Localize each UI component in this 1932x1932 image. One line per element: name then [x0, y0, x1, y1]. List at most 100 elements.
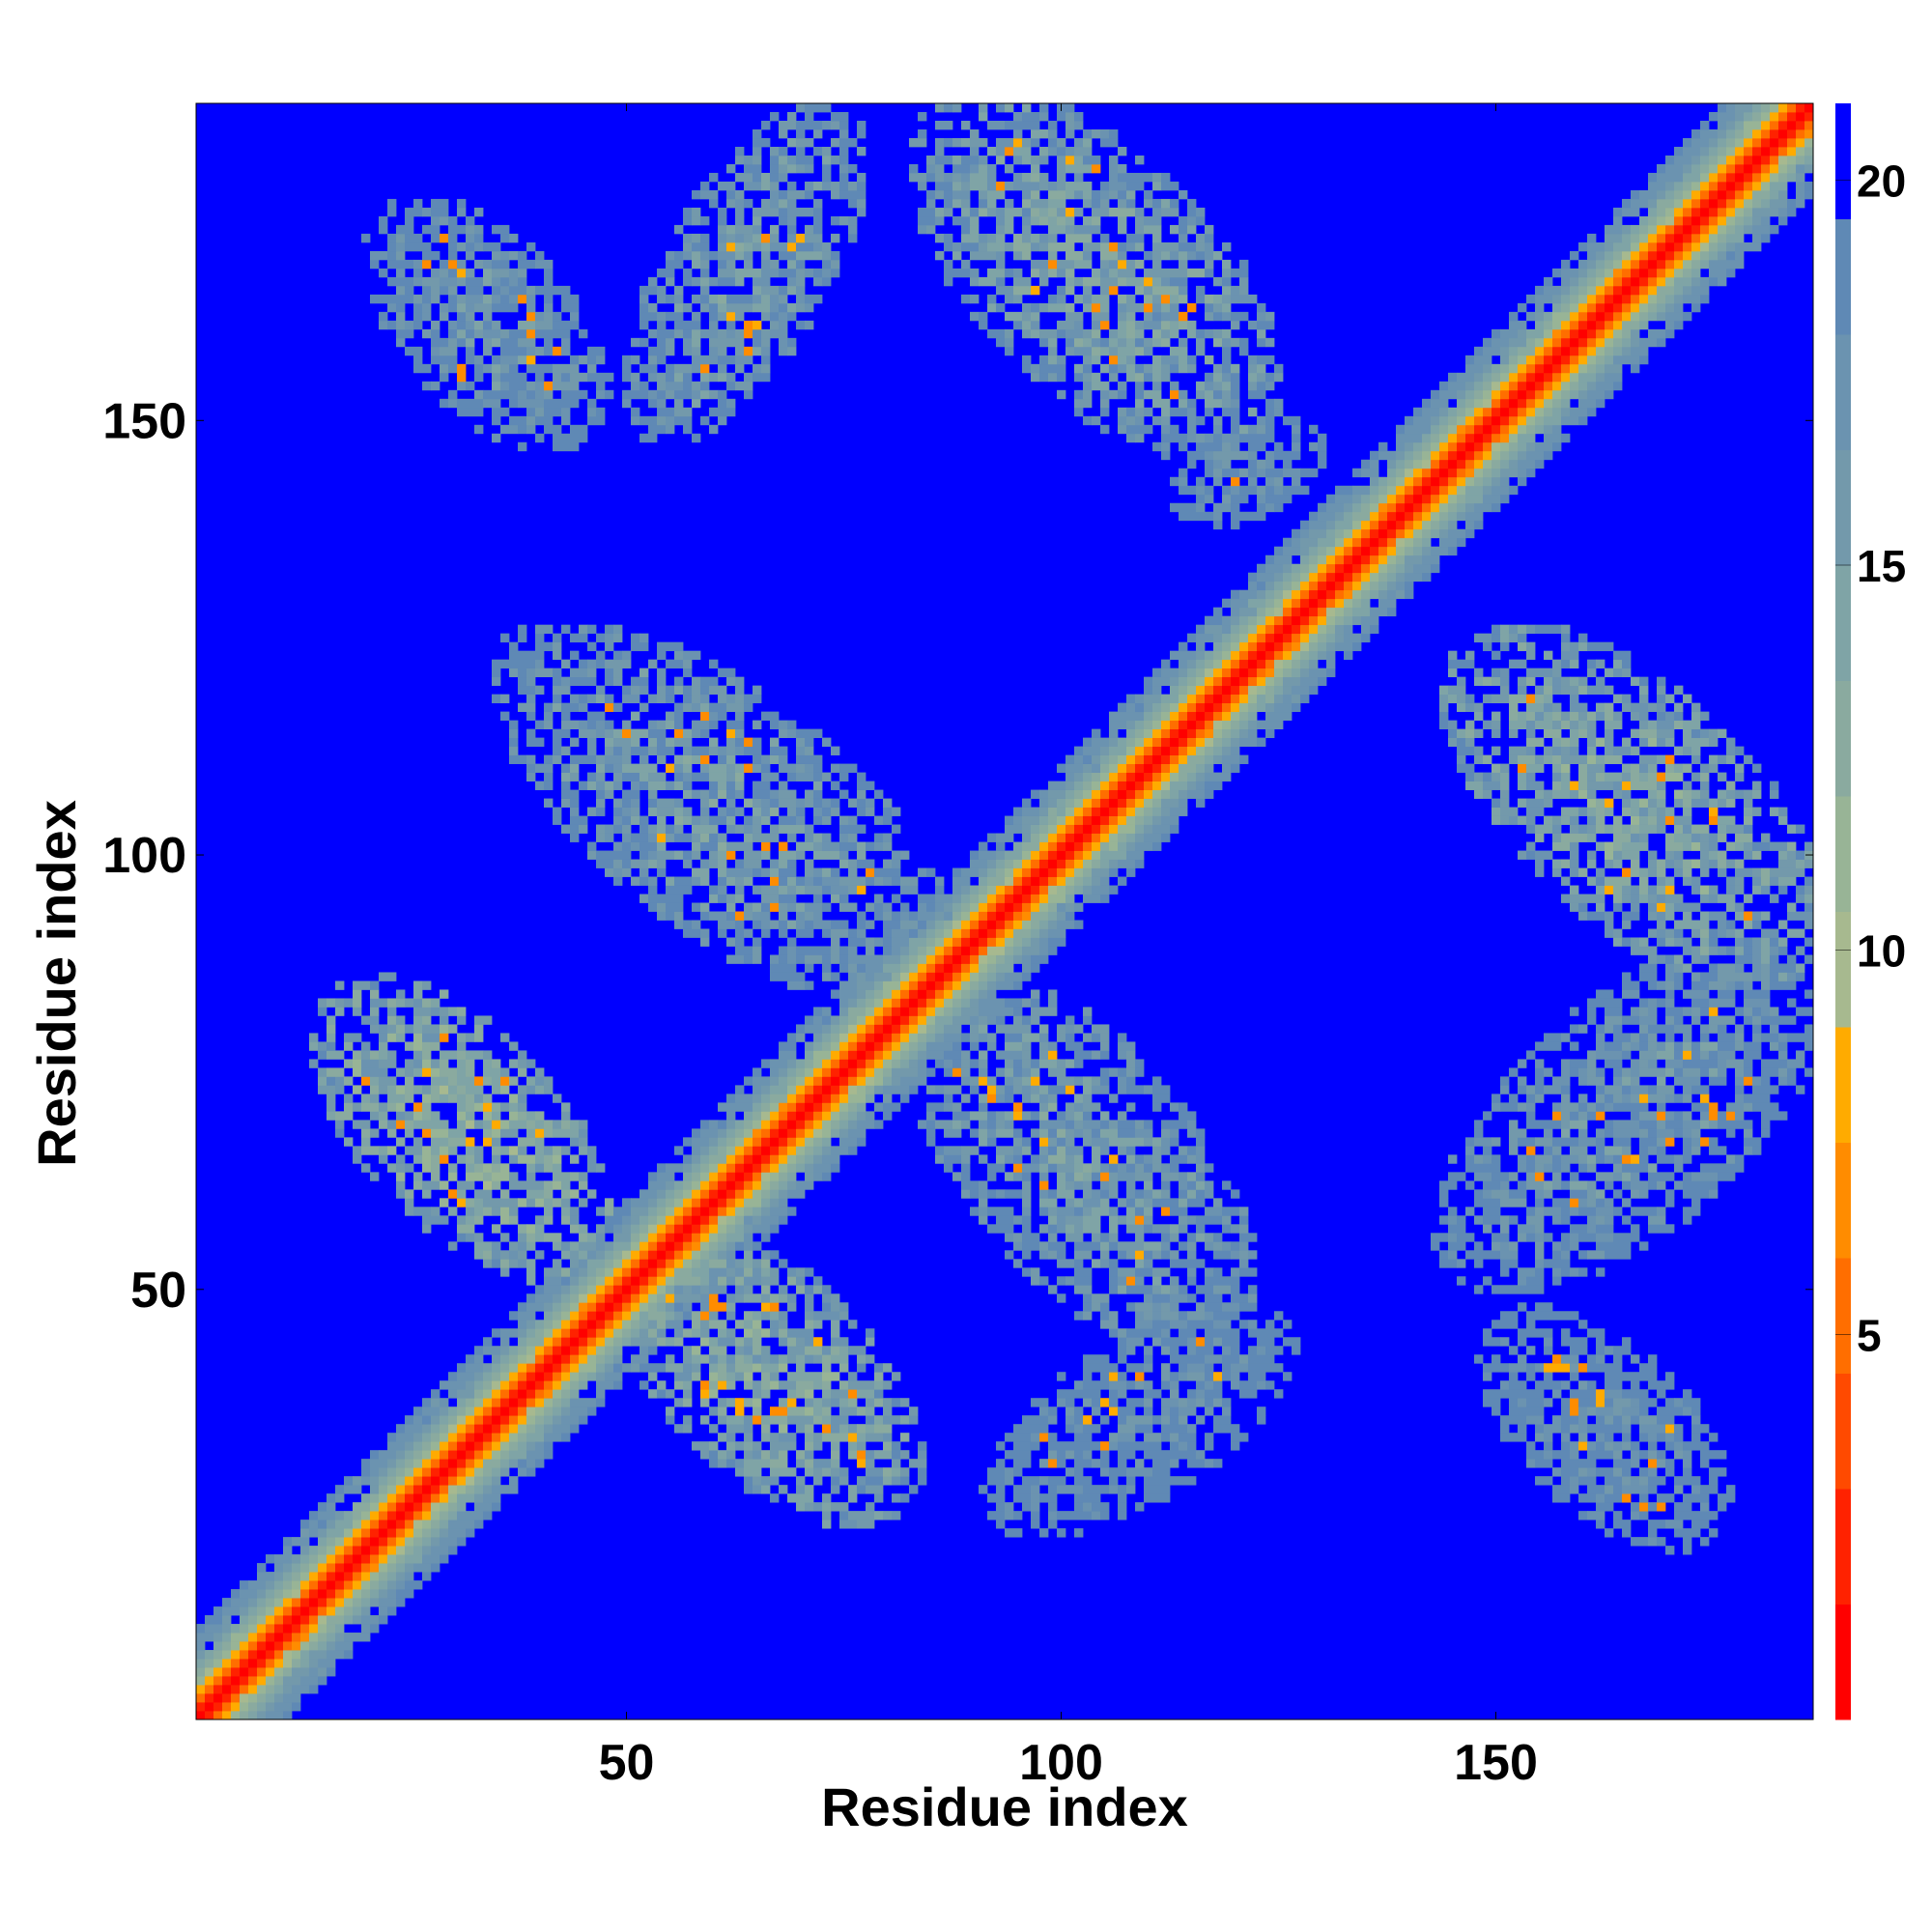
heatmap-cell — [1126, 1102, 1136, 1112]
heatmap-cell — [1657, 1041, 1666, 1051]
heatmap-cell — [1596, 1085, 1605, 1094]
heatmap-cell — [1683, 859, 1692, 868]
heatmap-cell — [692, 876, 701, 886]
heatmap-cell — [944, 946, 953, 955]
heatmap-cell — [466, 1154, 475, 1164]
heatmap-cell — [1726, 1128, 1736, 1138]
heatmap-cell — [805, 1293, 814, 1303]
heatmap-cell — [274, 1641, 284, 1651]
heatmap-cell — [1109, 867, 1119, 877]
heatmap-cell — [1691, 972, 1701, 981]
heatmap-cell — [1135, 1311, 1145, 1321]
heatmap-cell — [839, 1476, 849, 1486]
heatmap-cell — [1605, 1059, 1623, 1068]
heatmap-cell — [787, 1293, 797, 1303]
heatmap-cell — [866, 1024, 875, 1034]
heatmap-cell — [1778, 1067, 1788, 1077]
heatmap-cell — [726, 1267, 736, 1277]
heatmap-cell — [779, 1120, 788, 1129]
heatmap-cell — [648, 850, 658, 860]
heatmap-cell — [831, 1346, 840, 1355]
heatmap-cell — [1187, 1128, 1197, 1138]
heatmap-cell — [1613, 1441, 1623, 1451]
heatmap-cell — [396, 1528, 406, 1538]
heatmap-cell — [353, 1502, 371, 1512]
heatmap-cell — [1170, 1128, 1179, 1138]
heatmap-cell — [526, 1293, 536, 1303]
heatmap-cell — [1691, 954, 1701, 964]
heatmap-cell — [1605, 1441, 1614, 1451]
heatmap-cell — [1092, 1085, 1110, 1094]
heatmap-cell — [370, 1520, 380, 1529]
heatmap-cell — [1718, 1024, 1727, 1034]
heatmap-cell — [1631, 867, 1640, 877]
heatmap-cell — [431, 1111, 440, 1121]
heatmap-cell — [1544, 1163, 1553, 1173]
heatmap-cell — [379, 1076, 397, 1086]
heatmap-cell — [483, 1363, 493, 1373]
heatmap-cell — [370, 1537, 380, 1547]
heatmap-cell — [761, 1198, 771, 1208]
heatmap-cell — [1578, 1467, 1588, 1477]
heatmap-cell — [1552, 1172, 1562, 1181]
heatmap-cell — [770, 824, 780, 834]
heatmap-cell — [266, 1633, 275, 1642]
heatmap-cell — [996, 1094, 1006, 1103]
heatmap-cell — [1005, 1076, 1014, 1086]
heatmap-cell — [1144, 1389, 1162, 1399]
heatmap-cell — [866, 1033, 875, 1042]
heatmap-cell — [674, 1241, 684, 1251]
heatmap-cell — [744, 833, 753, 842]
heatmap-cell — [857, 1450, 867, 1460]
heatmap-cell — [892, 1059, 901, 1068]
heatmap-cell — [866, 1050, 875, 1060]
heatmap-cell — [222, 1702, 232, 1712]
heatmap-cell — [726, 1311, 736, 1321]
heatmap-cell — [466, 1198, 475, 1208]
heatmap-cell — [457, 1424, 467, 1434]
heatmap-cell — [1744, 1076, 1753, 1086]
heatmap-cell — [926, 1050, 945, 1060]
heatmap-cell — [1492, 1172, 1510, 1181]
heatmap-cell — [1013, 1111, 1023, 1121]
heatmap-cell — [1561, 1415, 1579, 1425]
heatmap-cell — [570, 1259, 580, 1268]
heatmap-cell — [1118, 1450, 1136, 1460]
heatmap-cell — [1039, 1476, 1049, 1486]
heatmap-cell — [1205, 1398, 1214, 1407]
heatmap-cell — [1613, 1459, 1632, 1468]
heatmap-cell — [1239, 1380, 1258, 1390]
heatmap-cell — [283, 1537, 293, 1547]
heatmap-cell — [839, 1311, 849, 1321]
heatmap-cell — [1735, 1076, 1745, 1086]
heatmap-cell — [961, 894, 971, 903]
heatmap-cell — [1135, 833, 1145, 842]
heatmap-cell — [874, 1363, 884, 1373]
heatmap-cell — [1657, 1537, 1666, 1547]
heatmap-cell — [570, 1293, 580, 1303]
heatmap-cell — [1039, 885, 1049, 895]
heatmap-cell — [1613, 833, 1632, 842]
heatmap-cell — [483, 1128, 493, 1138]
heatmap-cell — [1039, 1163, 1049, 1173]
heatmap-cell — [1222, 1363, 1232, 1373]
heatmap-cell — [761, 807, 771, 816]
heatmap-cell — [196, 1624, 206, 1634]
heatmap-cell — [587, 1406, 597, 1416]
heatmap-cell — [387, 1033, 397, 1042]
heatmap-cell — [1109, 824, 1119, 834]
heatmap-cell — [1022, 1215, 1032, 1225]
heatmap-cell — [909, 928, 919, 938]
heatmap-cell — [996, 911, 1006, 921]
heatmap-cell — [961, 998, 971, 1008]
heatmap-cell — [744, 876, 753, 886]
heatmap-cell — [466, 1363, 484, 1373]
heatmap-cell — [1639, 1450, 1649, 1460]
heatmap-cell — [674, 807, 684, 816]
heatmap-cell — [1048, 1476, 1066, 1486]
heatmap-cell — [744, 1233, 753, 1242]
heatmap-cell — [1561, 1120, 1571, 1129]
heatmap-cell — [1274, 1311, 1284, 1321]
heatmap-cell — [1657, 980, 1666, 990]
heatmap-cell — [822, 867, 832, 877]
